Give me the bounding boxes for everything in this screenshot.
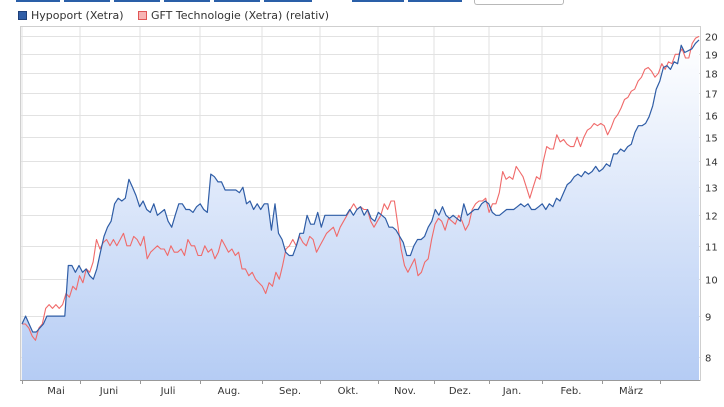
x-tick-label: Dez. (449, 386, 471, 397)
y-tick-label: 17 (705, 90, 718, 101)
area-layer (22, 39, 699, 381)
y-tick-label: 11 (705, 243, 718, 254)
x-tick-label: Aug. (218, 386, 241, 397)
range-tab-8[interactable] (408, 0, 462, 2)
y-tick-label: 16 (705, 112, 718, 123)
x-tick-label: Sep. (279, 386, 301, 397)
y-tick-label: 19 (705, 51, 718, 62)
y-tick-label: 14 (705, 158, 718, 169)
legend-swatch-gft (138, 11, 147, 20)
series-layer (21, 35, 700, 341)
toolbar-strip (0, 0, 724, 5)
legend-swatch-hypoport (18, 11, 27, 20)
y-tick-label: 18 (705, 70, 718, 81)
y-tick-label: 9 (705, 313, 711, 324)
x-tick-label: Feb. (561, 386, 582, 397)
range-select[interactable] (474, 0, 564, 5)
series-area-hypoport (22, 39, 699, 381)
range-tab-1[interactable] (16, 0, 60, 2)
y-tick-label: 10 (705, 276, 718, 287)
x-tick-label: März (619, 386, 643, 397)
legend-label: Hypoport (Xetra) (31, 9, 124, 22)
axes: 8 9 10 11 12 13 14 15 16 17 18 19 20 Mai Juni Juli Aug. S… (20, 26, 718, 397)
range-tab-7[interactable] (352, 0, 404, 2)
x-tick-label: Juli (160, 386, 176, 397)
y-tick-label: 20 (705, 33, 718, 44)
y-tick-label: 12 (705, 212, 718, 223)
x-tick-label: Juni (99, 386, 118, 397)
y-tick-label: 8 (705, 354, 711, 365)
x-tick-label: Okt. (338, 386, 359, 397)
range-tab-5[interactable] (214, 0, 260, 2)
x-tick-label: Mai (47, 386, 65, 397)
y-tick-label: 15 (705, 134, 718, 145)
range-tab-2[interactable] (64, 0, 110, 2)
series-line-hypoport (21, 39, 700, 333)
x-tick-label: Jan. (502, 386, 522, 397)
range-tab-4[interactable] (164, 0, 210, 2)
range-tab-6[interactable] (264, 0, 312, 2)
y-tick-label: 13 (705, 184, 718, 195)
legend-label: GFT Technologie (Xetra) (relativ) (151, 9, 330, 22)
range-tab-3[interactable] (114, 0, 160, 2)
x-tick-label: Nov. (394, 386, 416, 397)
